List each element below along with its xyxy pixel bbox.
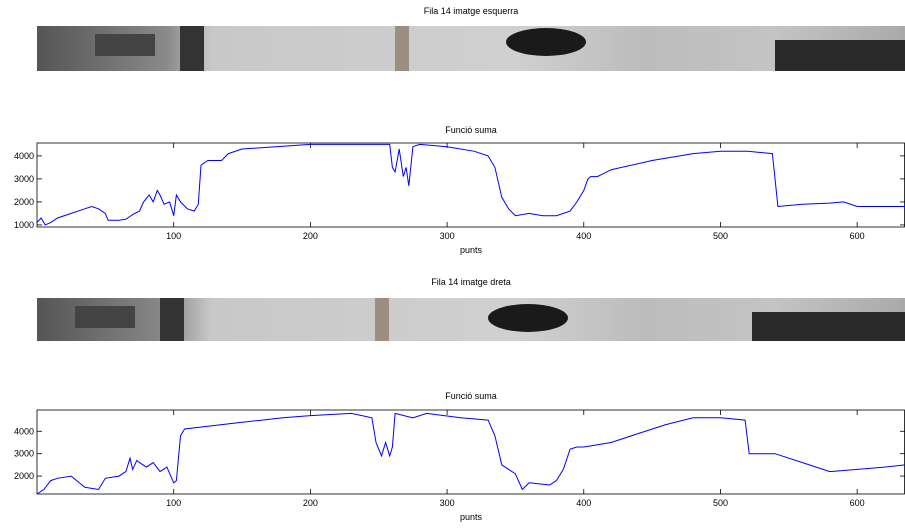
chart-title: Funció suma xyxy=(445,125,497,135)
y-tick-label: 4000 xyxy=(14,151,34,161)
x-tick-label: 100 xyxy=(166,498,181,508)
x-tick-label: 600 xyxy=(850,498,865,508)
axes-box xyxy=(36,409,905,495)
image-strip xyxy=(37,26,905,71)
x-axis-label: punts xyxy=(460,512,483,522)
x-tick-label: 200 xyxy=(303,231,318,241)
y-tick-label: 2000 xyxy=(14,471,34,481)
y-tick-label: 3000 xyxy=(14,174,34,184)
x-tick-label: 300 xyxy=(440,231,455,241)
x-axis-label: punts xyxy=(460,245,483,255)
axes-box xyxy=(36,142,905,228)
x-tick-label: 200 xyxy=(303,498,318,508)
x-tick-label: 500 xyxy=(713,498,728,508)
chart-title: Funció suma xyxy=(445,391,497,401)
chart-title: Fila 14 imatge dreta xyxy=(431,277,511,287)
x-tick-label: 500 xyxy=(713,231,728,241)
x-tick-label: 600 xyxy=(850,231,865,241)
data-line xyxy=(36,412,905,495)
y-tick-label: 1000 xyxy=(14,220,34,230)
x-tick-label: 400 xyxy=(576,498,591,508)
data-line xyxy=(36,143,905,226)
x-tick-label: 400 xyxy=(576,231,591,241)
chart-title: Fila 14 imatge esquerra xyxy=(424,6,519,16)
x-tick-label: 300 xyxy=(440,498,455,508)
image-strip xyxy=(37,298,905,341)
y-tick-label: 3000 xyxy=(14,449,34,459)
x-tick-label: 100 xyxy=(166,231,181,241)
y-tick-label: 4000 xyxy=(14,426,34,436)
y-tick-label: 2000 xyxy=(14,197,34,207)
